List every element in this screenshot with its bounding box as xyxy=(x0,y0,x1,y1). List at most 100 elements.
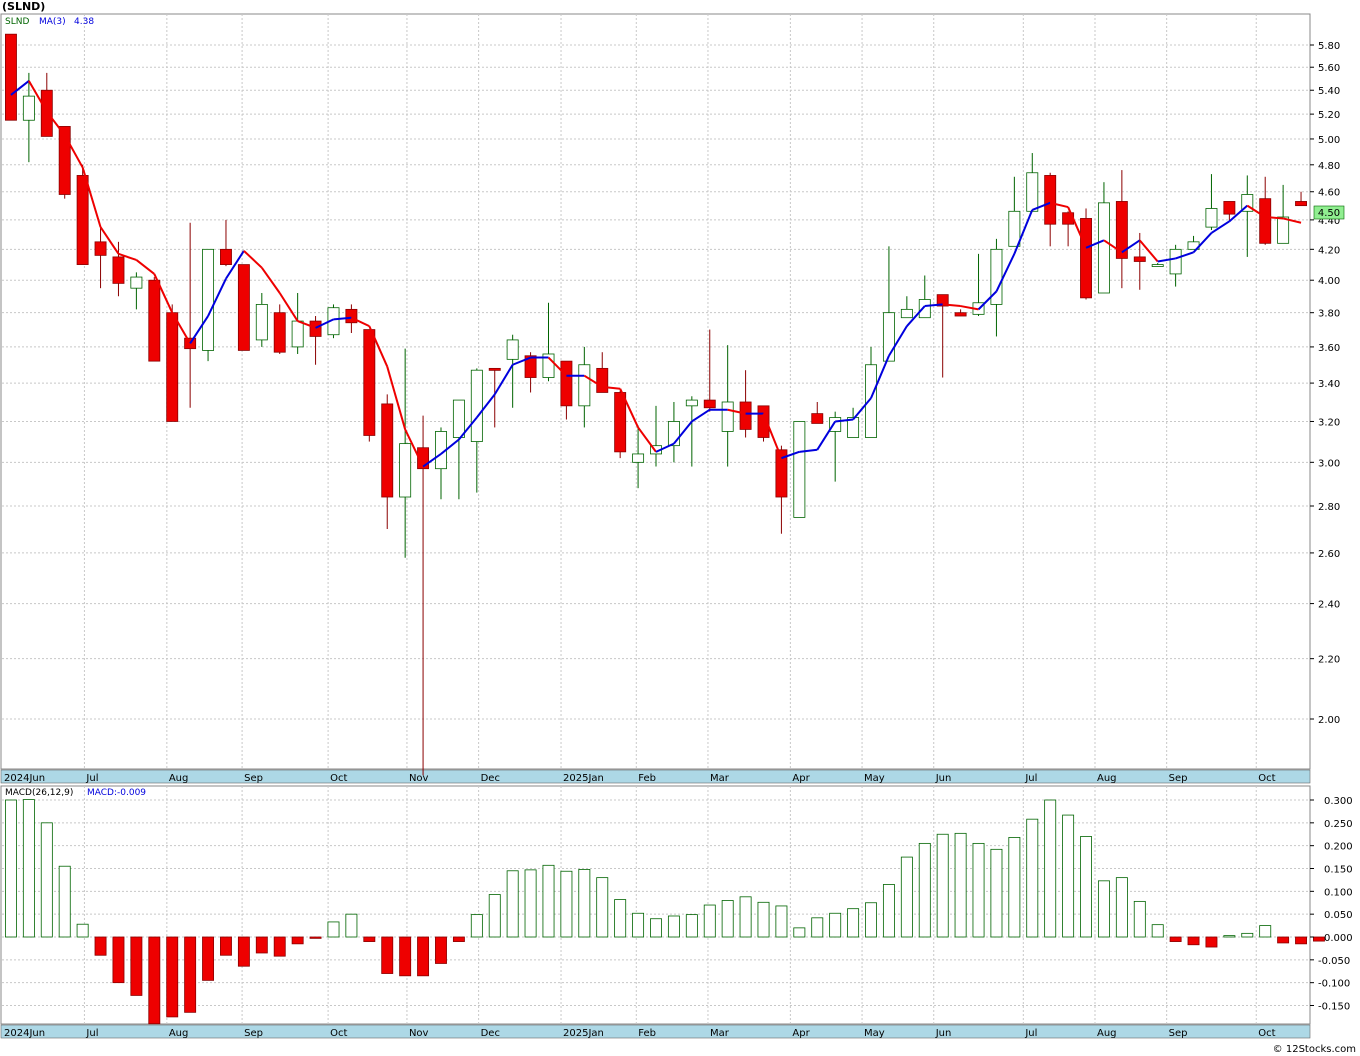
date-tick-label: Sep xyxy=(1169,773,1188,784)
macd-bar xyxy=(829,912,842,938)
macd-bar xyxy=(1295,936,1307,945)
macd-bar xyxy=(327,921,340,938)
macd-bar xyxy=(1241,932,1254,938)
candle-body xyxy=(399,443,412,498)
macd-bar xyxy=(721,900,734,938)
up-candle xyxy=(685,396,698,467)
candle-body xyxy=(1080,218,1092,299)
down-candle xyxy=(703,329,716,412)
candle-body xyxy=(685,399,698,407)
date-tick-label: Jun xyxy=(935,1028,952,1039)
candle-body xyxy=(291,320,304,348)
ma-segment xyxy=(278,292,299,322)
legend-ma-value: 4.38 xyxy=(74,17,94,27)
macd-bar xyxy=(381,936,394,974)
macd-bar xyxy=(811,917,824,938)
ma-segment xyxy=(1175,251,1194,260)
macd-bar xyxy=(650,918,662,938)
candle-body xyxy=(1223,201,1236,215)
up-candle xyxy=(470,368,483,493)
candle-body xyxy=(1295,201,1307,207)
date-tick-label: Aug xyxy=(169,773,189,784)
candle-body xyxy=(112,256,125,284)
candle-body xyxy=(76,175,89,265)
ma-segment xyxy=(458,416,478,441)
ma-segment xyxy=(81,167,102,228)
date-tick-label: 2025Jan xyxy=(563,773,604,784)
ma-segment xyxy=(673,420,693,445)
ma-segment xyxy=(924,303,943,308)
up-candle xyxy=(847,407,860,438)
date-tick-label: Oct xyxy=(330,1028,347,1039)
date-tick-label: Mar xyxy=(710,1028,730,1039)
ma-segment xyxy=(315,318,334,329)
price-tick-label: 3.60 xyxy=(1318,343,1340,354)
candle-body xyxy=(865,364,877,438)
ma-segment xyxy=(547,356,568,377)
down-candle xyxy=(5,33,17,121)
macd-tick-label: 0.250 xyxy=(1324,819,1353,830)
date-tick-label: May xyxy=(864,1028,885,1039)
macd-tick-label: 0.000 xyxy=(1324,933,1353,944)
up-candle xyxy=(632,425,645,489)
ma-segment xyxy=(512,356,531,366)
ma-segment xyxy=(440,438,460,455)
candle-body xyxy=(381,403,394,498)
macd-bar xyxy=(793,927,806,938)
up-candle xyxy=(865,346,877,438)
macd-bar xyxy=(578,869,591,938)
down-candle xyxy=(58,126,71,199)
ma-segment xyxy=(691,408,711,423)
price-tick-label: 4.20 xyxy=(1318,245,1340,256)
candle-body xyxy=(596,367,609,393)
date-tick-label: Feb xyxy=(638,773,656,784)
macd-bar xyxy=(363,936,376,942)
candle-body xyxy=(202,248,215,351)
candle-body xyxy=(184,337,197,350)
macd-bar xyxy=(1277,936,1290,944)
down-candle xyxy=(166,304,179,422)
site-credit: © 12Stocks.com xyxy=(1272,1044,1356,1055)
up-candle xyxy=(506,334,519,408)
macd-bar xyxy=(5,799,17,938)
ma-segment xyxy=(422,453,442,468)
candle-body xyxy=(667,421,680,447)
ma-segment xyxy=(153,273,174,314)
macd-date-band xyxy=(0,1024,1311,1039)
candle-body xyxy=(614,392,627,453)
macd-bar xyxy=(757,901,770,938)
ma-segment xyxy=(1085,239,1105,249)
down-candle xyxy=(237,264,250,351)
price-tick-label: 2.20 xyxy=(1318,655,1340,666)
down-candle xyxy=(220,219,232,267)
candle-body xyxy=(632,453,645,463)
macd-bar xyxy=(1008,837,1021,938)
candle-body xyxy=(1133,256,1146,262)
ma-segment xyxy=(1282,217,1302,224)
candle-body xyxy=(1241,194,1254,212)
candle-body xyxy=(721,401,734,432)
date-tick-label: Oct xyxy=(1258,1028,1275,1039)
ma-segment xyxy=(333,316,352,321)
ma-segment xyxy=(835,418,854,423)
ma-segment xyxy=(602,385,621,390)
ma-segment xyxy=(368,325,389,367)
down-candle xyxy=(524,352,537,393)
price-tick-label: 2.80 xyxy=(1318,502,1340,513)
date-tick-label: Feb xyxy=(638,1028,656,1039)
ma-segment xyxy=(1139,239,1159,263)
up-candle xyxy=(578,346,591,428)
price-axis-ticks: 5.80 5.60 5.40 5.20 5.00 4.80 4.60 4.40 4.20 4.00… xyxy=(1310,41,1340,726)
up-candle xyxy=(542,302,555,382)
up-candle xyxy=(1151,263,1164,267)
macd-bar xyxy=(1062,814,1075,938)
price-tick-label: 3.40 xyxy=(1318,379,1340,390)
ma-segment xyxy=(1049,201,1069,209)
macd-tick-label: 0.200 xyxy=(1324,842,1353,853)
up-candle xyxy=(255,293,268,347)
candle-body xyxy=(58,126,71,195)
candle-body xyxy=(882,312,895,362)
macd-tick-label: -0.100 xyxy=(1318,979,1350,990)
ma-segment xyxy=(350,316,370,328)
down-candle xyxy=(94,227,107,289)
